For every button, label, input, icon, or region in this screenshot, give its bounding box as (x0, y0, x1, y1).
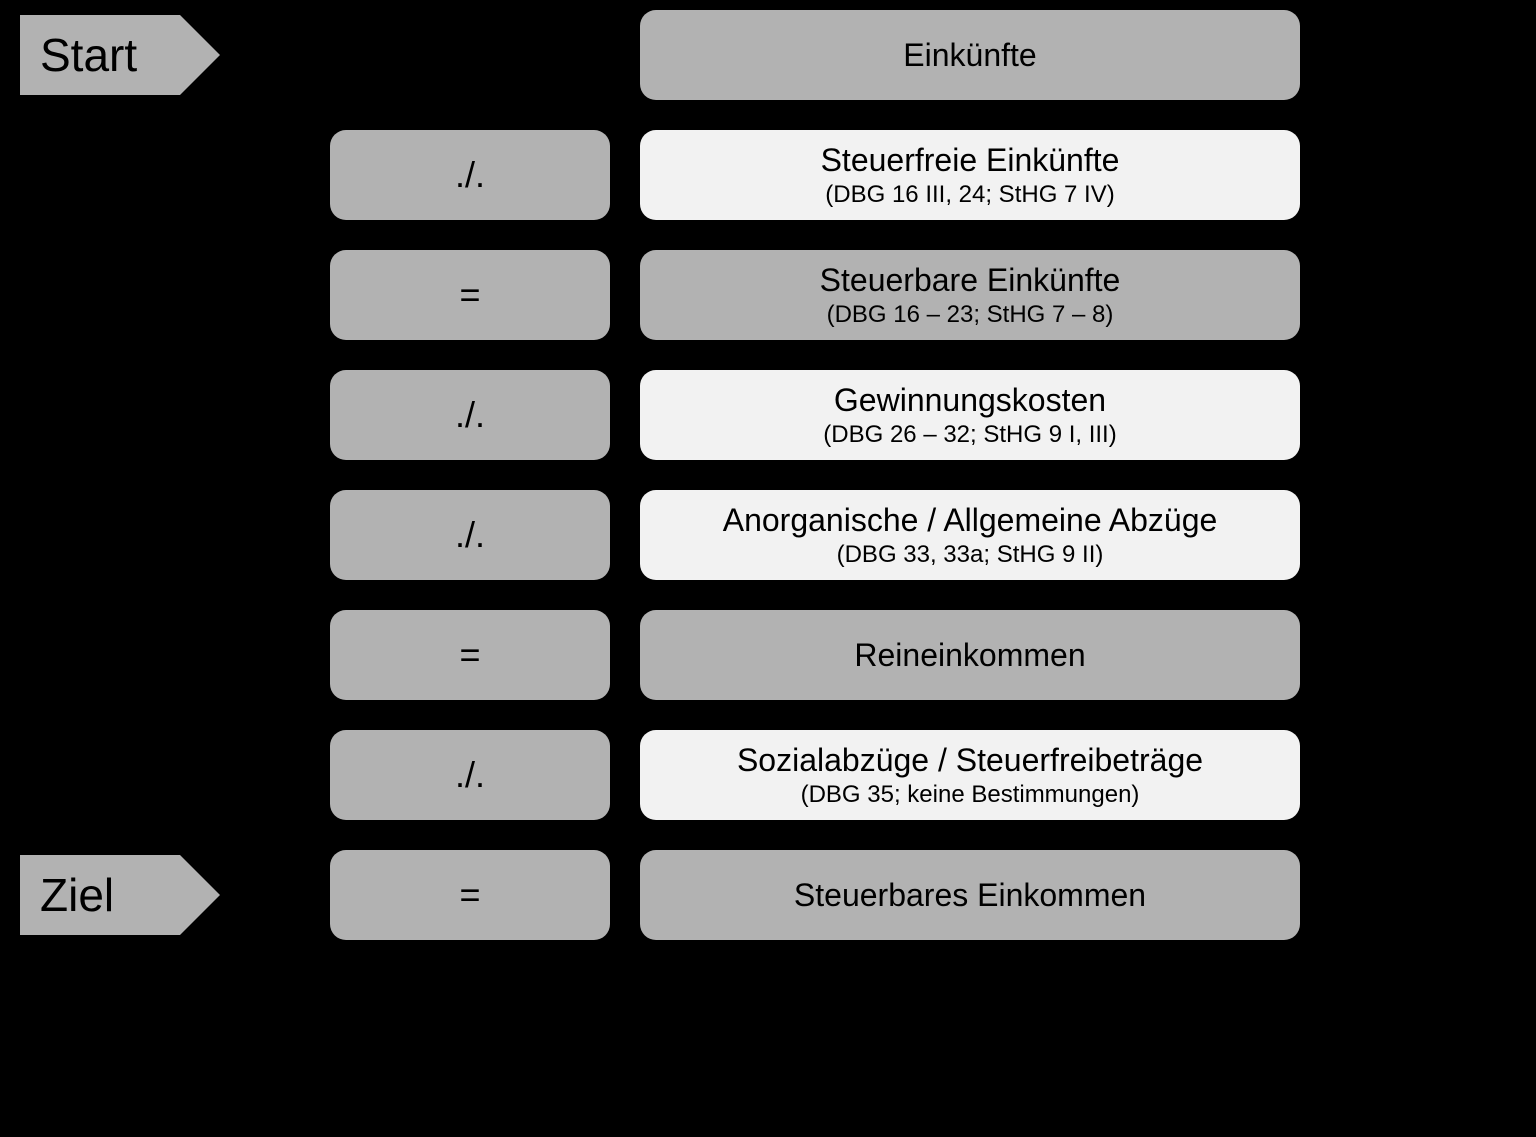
flow-row: Ziel = Steuerbares Einkommen (20, 850, 1300, 940)
step-einkuenfte: Einkünfte (640, 10, 1300, 100)
step-title: Reineinkommen (854, 637, 1085, 674)
operator-label: = (459, 874, 480, 916)
flow-row: ./. Steuerfreie Einkünfte (DBG 16 III, 2… (20, 130, 1300, 220)
operator-box: ./. (330, 490, 610, 580)
step-sub: (DBG 16 III, 24; StHG 7 IV) (825, 181, 1114, 209)
tax-flow-diagram: Start Einkünfte ./. Steuerfreie Einkünft… (20, 10, 1300, 970)
step-title: Anorganische / Allgemeine Abzüge (723, 502, 1218, 539)
step-sub: (DBG 26 – 32; StHG 9 I, III) (823, 421, 1116, 449)
step-sub: (DBG 33, 33a; StHG 9 II) (837, 541, 1104, 569)
step-title: Steuerbares Einkommen (794, 877, 1146, 914)
step-sozialabzuege: Sozialabzüge / Steuerfreibeträge (DBG 35… (640, 730, 1300, 820)
operator-box: ./. (330, 370, 610, 460)
start-label: Start (40, 28, 137, 82)
step-title: Sozialabzüge / Steuerfreibeträge (737, 742, 1203, 779)
step-allgemeine-abzuege: Anorganische / Allgemeine Abzüge (DBG 33… (640, 490, 1300, 580)
step-title: Steuerfreie Einkünfte (821, 142, 1120, 179)
operator-box: ./. (330, 730, 610, 820)
operator-label: ./. (455, 154, 485, 196)
operator-label: = (459, 274, 480, 316)
operator-label: ./. (455, 754, 485, 796)
flow-row: Start Einkünfte (20, 10, 1300, 100)
step-sub: (DBG 16 – 23; StHG 7 – 8) (827, 301, 1114, 329)
step-gewinnungskosten: Gewinnungskosten (DBG 26 – 32; StHG 9 I,… (640, 370, 1300, 460)
step-steuerfreie-einkuenfte: Steuerfreie Einkünfte (DBG 16 III, 24; S… (640, 130, 1300, 220)
step-sub: (DBG 35; keine Bestimmungen) (801, 781, 1140, 809)
flow-row: = Steuerbare Einkünfte (DBG 16 – 23; StH… (20, 250, 1300, 340)
flow-row: ./. Anorganische / Allgemeine Abzüge (DB… (20, 490, 1300, 580)
operator-box: = (330, 610, 610, 700)
step-steuerbare-einkuenfte: Steuerbare Einkünfte (DBG 16 – 23; StHG … (640, 250, 1300, 340)
ziel-marker: Ziel (20, 855, 180, 935)
step-reineinkommen: Reineinkommen (640, 610, 1300, 700)
step-title: Einkünfte (903, 37, 1036, 74)
operator-label: = (459, 634, 480, 676)
ziel-label: Ziel (40, 868, 114, 922)
operator-box: = (330, 250, 610, 340)
flow-row: ./. Gewinnungskosten (DBG 26 – 32; StHG … (20, 370, 1300, 460)
step-steuerbares-einkommen: Steuerbares Einkommen (640, 850, 1300, 940)
operator-label: ./. (455, 394, 485, 436)
operator-label: ./. (455, 514, 485, 556)
operator-box: ./. (330, 130, 610, 220)
flow-row: = Reineinkommen (20, 610, 1300, 700)
operator-box: = (330, 850, 610, 940)
start-marker: Start (20, 15, 180, 95)
step-title: Steuerbare Einkünfte (820, 262, 1121, 299)
flow-row: ./. Sozialabzüge / Steuerfreibeträge (DB… (20, 730, 1300, 820)
step-title: Gewinnungskosten (834, 382, 1106, 419)
